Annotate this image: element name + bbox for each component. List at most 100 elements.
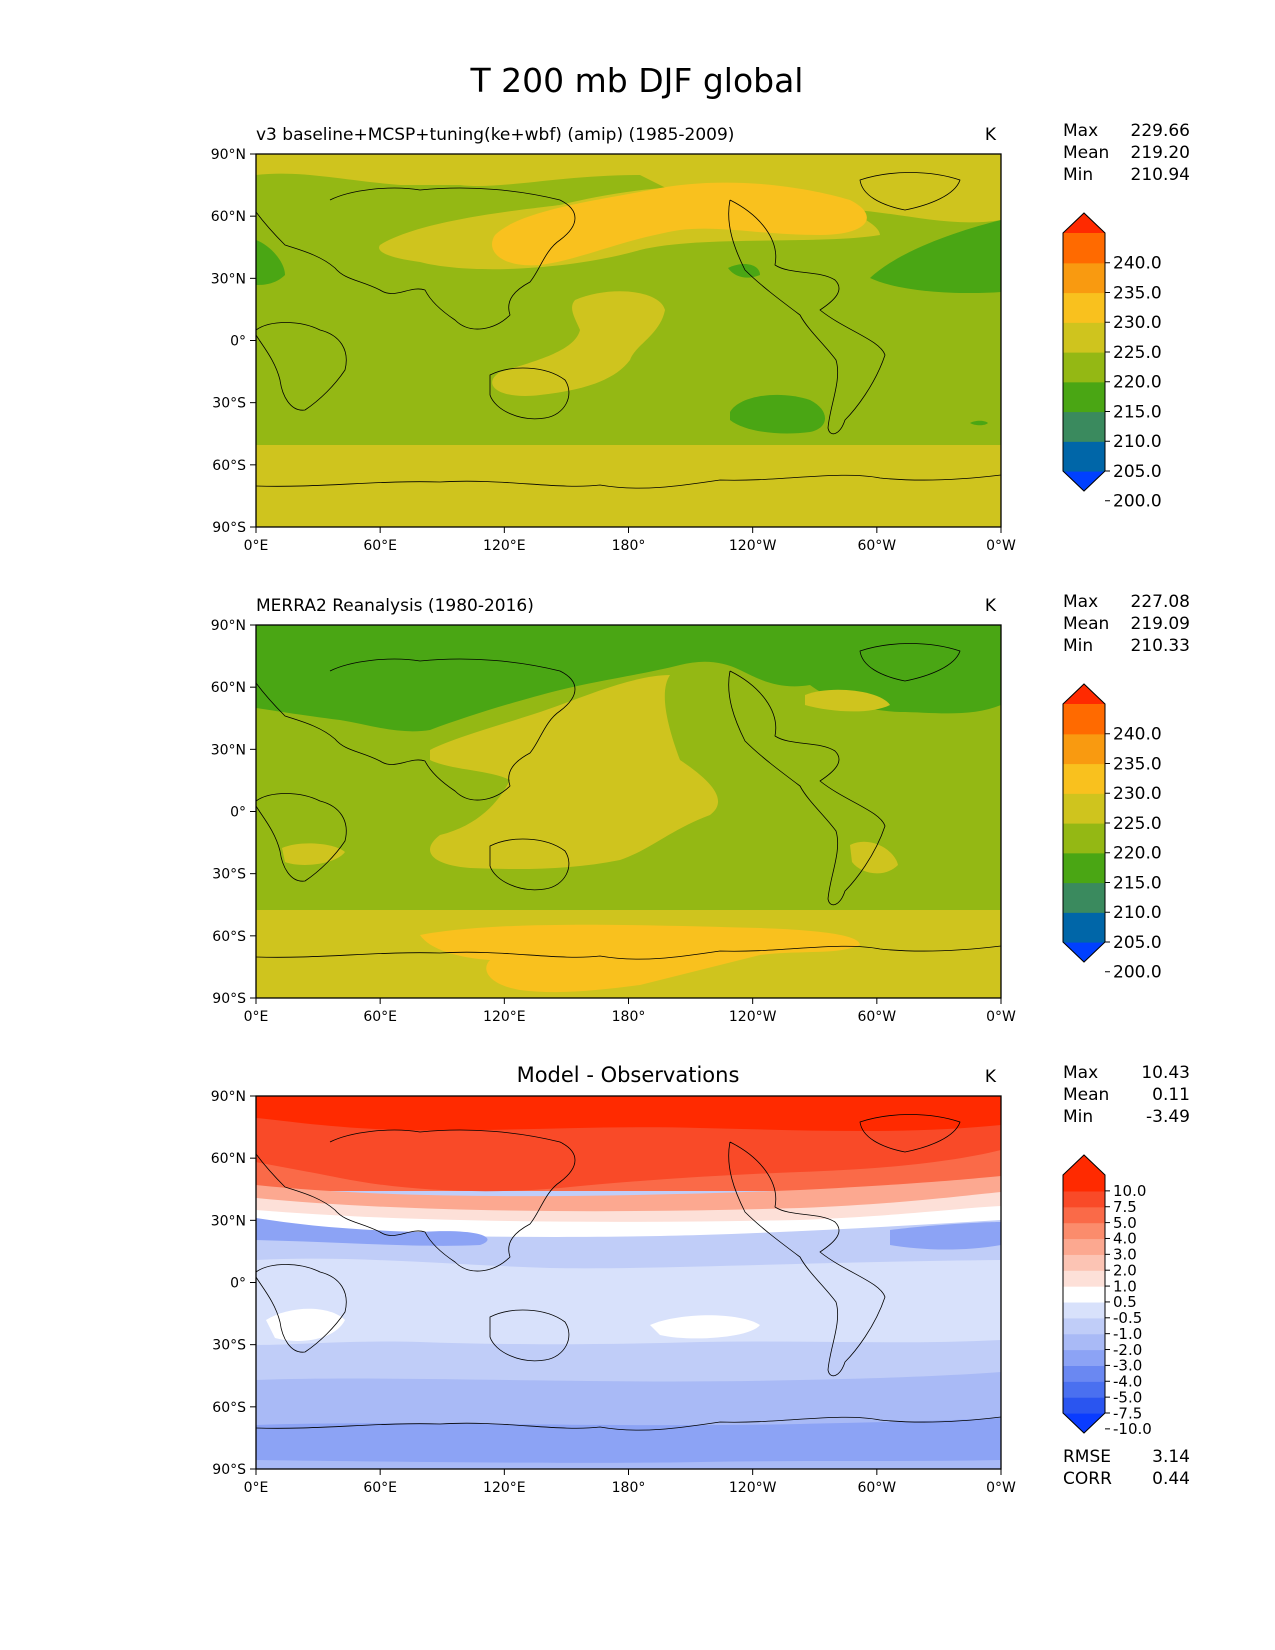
field-arctic-peak	[256, 1096, 1001, 1132]
colorbar-label: 200.0	[1113, 492, 1162, 512]
y-tick-label: 0°	[230, 805, 246, 821]
stat-max-value: 229.66	[1131, 121, 1190, 141]
x-tick-label: 0°E	[244, 1480, 269, 1496]
x-tick-label: 120°E	[483, 538, 526, 554]
colorbar-label: 230.0	[1113, 313, 1162, 333]
colorbar-label: -3.0	[1113, 1357, 1142, 1375]
y-tick-label: 60°S	[212, 929, 246, 945]
colorbar-extend-min	[1063, 471, 1105, 491]
x-tick-label: 60°W	[857, 1009, 896, 1025]
colorbar-swatch	[1063, 441, 1105, 472]
x-ticks: 0°E 60°E 120°E 180° 120°W 60°W 0°W	[244, 998, 1016, 1025]
stat-mean-value: 219.20	[1131, 143, 1190, 163]
error-stats: RMSE 3.14 CORR 0.44	[1063, 1447, 1190, 1489]
colorbar: 240.0 235.0 230.0 225.0 220.0 215.0 210.0 205.0…	[1062, 683, 1162, 983]
colorbar-swatch	[1063, 1206, 1105, 1224]
colorbar-label: 215.0	[1113, 873, 1162, 893]
colorbar-label: -2.0	[1113, 1341, 1142, 1359]
y-tick-label: 30°S	[212, 867, 246, 883]
field-warm-africa	[282, 843, 345, 865]
stat-mean-label: Mean	[1063, 143, 1109, 163]
colorbar-swatch	[1063, 1222, 1105, 1240]
stat-mean-value: 219.09	[1131, 614, 1190, 634]
x-tick-label: 60°W	[857, 538, 896, 554]
colorbar-swatch	[1063, 262, 1105, 294]
x-tick-label: 120°E	[483, 1480, 526, 1496]
x-tick-label: 60°W	[857, 1480, 896, 1496]
colorbar-swatch	[1063, 882, 1105, 913]
field-warm-small	[805, 689, 890, 712]
x-tick-label: 0°E	[244, 538, 269, 554]
colorbar-label: -5.0	[1113, 1388, 1142, 1406]
x-tick-label: 0°W	[986, 1009, 1016, 1025]
colorbar-label: 220.0	[1113, 844, 1162, 864]
colorbar-swatch	[1063, 1333, 1105, 1351]
field-cold-south-pacific	[730, 394, 825, 434]
colorbar-swatch	[1063, 823, 1105, 854]
stats: Max 229.66 Mean 219.20 Min 210.94	[1063, 121, 1190, 185]
colorbar-extend-max	[1063, 1155, 1105, 1175]
y-ticks: 90°N 60°N 30°N 0° 30°S 60°S 90°S	[211, 147, 256, 536]
colorbar-label: 235.0	[1113, 754, 1162, 774]
y-tick-label: 90°N	[211, 618, 246, 634]
y-tick-label: 30°N	[211, 271, 246, 287]
panel-title: MERRA2 Reanalysis (1980-2016)	[256, 596, 534, 616]
colorbar-swatch	[1063, 1397, 1105, 1414]
colorbar-label: 1.0	[1113, 1277, 1137, 1295]
colorbar-swatch	[1063, 1238, 1105, 1255]
colorbar-extend-max	[1063, 213, 1105, 233]
colorbar-label: 210.0	[1113, 903, 1162, 923]
panel-units: K	[985, 1067, 997, 1087]
colorbar-label: 240.0	[1113, 725, 1162, 745]
stat-max-value: 10.43	[1141, 1063, 1190, 1083]
colorbar-label: 205.0	[1113, 462, 1162, 482]
colorbar-label: -4.0	[1113, 1373, 1142, 1391]
colorbar-swatch	[1063, 1190, 1105, 1208]
stat-mean-value: 0.11	[1152, 1085, 1190, 1105]
x-tick-label: 60°E	[363, 1009, 397, 1025]
colorbar-label: 205.0	[1113, 933, 1162, 953]
field-small-cold	[970, 420, 988, 426]
stat-mean-label: Mean	[1063, 614, 1109, 634]
x-tick-label: 180°	[612, 1009, 646, 1025]
colorbar-label: 200.0	[1113, 963, 1162, 983]
colorbar-swatch	[1063, 733, 1105, 765]
field-neutral-africa	[266, 1308, 345, 1341]
stat-min-label: Min	[1063, 1107, 1093, 1127]
panel-units: K	[985, 125, 997, 145]
y-tick-label: 0°	[230, 334, 246, 350]
colorbar-label: 0.5	[1113, 1293, 1137, 1311]
colorbar-swatch	[1063, 411, 1105, 442]
field-warm-southern-pacific	[420, 924, 860, 993]
colorbar-swatch	[1063, 1286, 1105, 1303]
y-tick-label: 90°N	[211, 147, 246, 163]
y-tick-label: 60°N	[211, 680, 246, 696]
colorbar-swatch	[1063, 763, 1105, 794]
stat-max-value: 227.08	[1131, 592, 1190, 612]
colorbar-label: 215.0	[1113, 402, 1162, 422]
x-tick-label: 0°E	[244, 1009, 269, 1025]
y-tick-label: 60°S	[212, 1400, 246, 1416]
coastlines	[255, 1114, 1002, 1431]
colorbar-swatch	[1063, 1365, 1105, 1382]
colorbar-label: 230.0	[1113, 784, 1162, 804]
colorbar-swatch	[1063, 381, 1105, 413]
colorbar-label: 225.0	[1113, 343, 1162, 363]
x-tick-label: 180°	[612, 538, 646, 554]
colorbar-swatch	[1063, 1381, 1105, 1398]
y-tick-label: 60°S	[212, 458, 246, 474]
panel-difference: Model - Observations K	[211, 1063, 1190, 1496]
map-field	[255, 1096, 1002, 1469]
coastlines	[255, 643, 1002, 960]
stat-max-label: Max	[1063, 592, 1098, 612]
colorbar-extend-min	[1063, 942, 1105, 962]
y-tick-label: 90°N	[211, 1089, 246, 1105]
colorbar-label: 5.0	[1113, 1214, 1137, 1232]
panel-units: K	[985, 596, 997, 616]
stat-max-label: Max	[1063, 1063, 1098, 1083]
colorbar-swatch	[1063, 704, 1105, 735]
y-tick-label: 0°	[230, 1276, 246, 1292]
y-tick-label: 30°N	[211, 742, 246, 758]
x-ticks: 0°E 60°E 120°E 180° 120°W 60°W 0°W	[244, 527, 1016, 554]
